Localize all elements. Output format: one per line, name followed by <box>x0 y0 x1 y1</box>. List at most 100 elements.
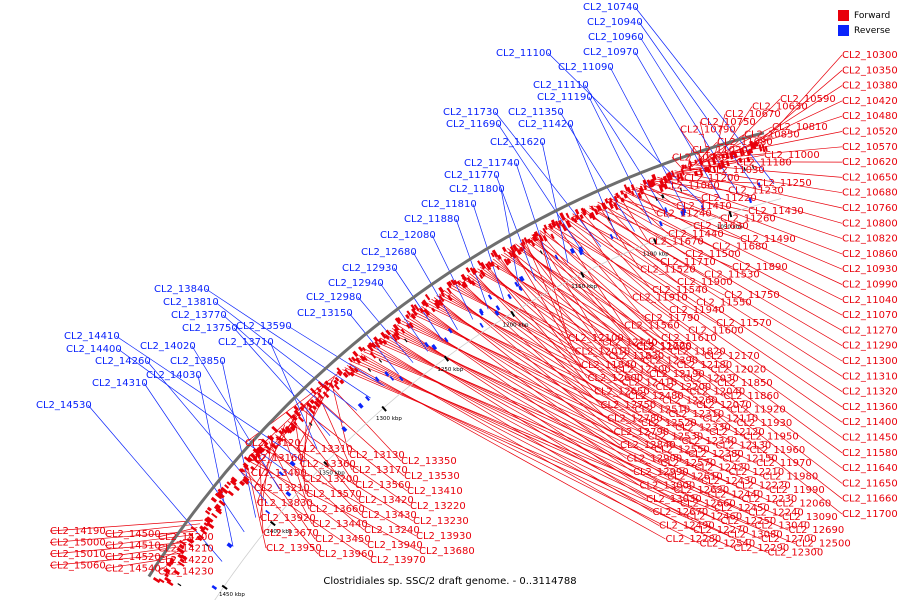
forward-feature <box>344 368 351 376</box>
ruler-tick-mark <box>510 310 516 317</box>
forward-feature <box>593 208 599 216</box>
gene-label: CL2_14210 <box>158 544 214 555</box>
forward-feature <box>408 322 415 329</box>
forward-feature <box>419 307 425 314</box>
leader-line <box>580 209 843 377</box>
forward-feature <box>623 184 629 192</box>
ruler-tick-mark <box>580 271 585 278</box>
gene-label: CL2_11200 <box>684 173 740 184</box>
genome-backbone-arc <box>147 131 765 578</box>
forward-feature <box>542 227 547 234</box>
gene-label: CL2_11750 <box>724 290 780 301</box>
leader-line <box>472 203 505 300</box>
leader-line <box>614 196 741 240</box>
gene-label: CL2_12040 <box>690 387 746 398</box>
gene-label: CL2_11220 <box>701 193 757 204</box>
forward-feature <box>521 238 526 246</box>
forward-feature <box>433 301 441 310</box>
leader-line <box>699 121 710 162</box>
forward-feature <box>152 577 161 584</box>
leader-line <box>423 304 757 464</box>
leader-line <box>253 458 368 546</box>
reverse-feature <box>478 310 484 316</box>
forward-feature <box>270 442 278 450</box>
forward-feature <box>393 328 400 336</box>
gene-label: CL2_12080 <box>380 230 436 241</box>
forward-feature <box>431 307 436 313</box>
gene-label: CL2_12530 <box>648 431 704 442</box>
forward-feature <box>309 387 317 395</box>
ruler-tick-mark <box>221 584 228 590</box>
leader-line <box>401 320 736 486</box>
forward-feature <box>609 197 613 203</box>
gene-label: CL2_12260 <box>662 396 718 407</box>
gene-label: CL2_10740 <box>583 2 639 13</box>
forward-feature <box>643 185 648 190</box>
forward-feature <box>712 152 717 159</box>
forward-feature <box>366 344 374 352</box>
gene-label: CL2_12110 <box>703 414 759 425</box>
forward-feature <box>289 425 296 432</box>
gene-label: CL2_11500 <box>685 249 741 260</box>
forward-feature <box>198 534 205 540</box>
gene-label: CL2_13040 <box>755 521 811 532</box>
gene-label: CL2_14410 <box>64 331 120 342</box>
gene-label: CL2_11290 <box>842 341 898 352</box>
leader-line <box>497 123 585 255</box>
forward-feature <box>738 148 744 157</box>
leader-line <box>535 234 603 343</box>
gene-label: CL2_10790 <box>680 124 736 135</box>
forward-feature <box>526 238 532 244</box>
gene-label: CL2_13850 <box>170 356 226 367</box>
forward-feature <box>662 175 669 184</box>
gene-label: CL2_11810 <box>421 199 477 210</box>
gene-label: CL2_12670 <box>653 507 709 518</box>
forward-feature <box>285 427 291 434</box>
gene-label: CL2_13840 <box>154 284 210 295</box>
gene-label: CL2_12430 <box>701 476 757 487</box>
forward-feature <box>694 159 698 165</box>
forward-feature <box>348 365 356 374</box>
gene-label: CL2_13200 <box>303 474 359 485</box>
reverse-feature <box>518 285 523 292</box>
forward-feature <box>579 214 584 220</box>
leader-line <box>287 421 411 507</box>
forward-feature <box>738 157 743 164</box>
leader-line <box>302 401 308 480</box>
gene-label: CL2_12570 <box>661 458 717 469</box>
gene-label: CL2_12990 <box>633 467 689 478</box>
gene-label: CL2_11680 <box>712 242 768 253</box>
forward-feature <box>406 310 411 316</box>
gene-label: CL2_12130 <box>716 440 772 451</box>
forward-feature <box>501 246 507 253</box>
forward-feature <box>226 481 232 486</box>
gene-label: CL2_11260 <box>720 214 776 225</box>
reverse-feature <box>757 182 761 188</box>
forward-feature <box>293 421 298 426</box>
forward-feature <box>214 492 223 500</box>
gene-label: CL2_13080 <box>727 530 783 541</box>
leader-line <box>648 180 843 255</box>
gene-label: CL2_11520 <box>640 264 696 275</box>
leader-line <box>679 129 706 163</box>
forward-feature <box>285 411 293 419</box>
gene-label: CL2_11790 <box>644 313 700 324</box>
reverse-feature <box>658 220 663 227</box>
map-caption: Clostridiales sp. SSC/2 draft genome. - … <box>323 576 577 587</box>
forward-leader-lines <box>49 54 843 572</box>
reverse-feature <box>289 460 296 467</box>
gene-label: CL2_11820 <box>670 347 726 358</box>
gene-label: CL2_12310 <box>669 409 725 420</box>
forward-feature <box>698 158 704 166</box>
forward-feature <box>466 276 473 285</box>
gene-label: CL2_10520 <box>842 127 898 138</box>
gene-label: CL2_15000 <box>50 538 106 549</box>
leader-line <box>449 286 744 437</box>
forward-feature <box>613 195 619 203</box>
forward-feature <box>469 267 476 275</box>
gene-label: CL2_11600 <box>688 326 744 337</box>
gene-label: CL2_12170 <box>704 351 760 362</box>
gene-label: CL2_12060 <box>776 498 832 509</box>
forward-feature <box>391 334 398 342</box>
leader-line <box>303 404 356 486</box>
